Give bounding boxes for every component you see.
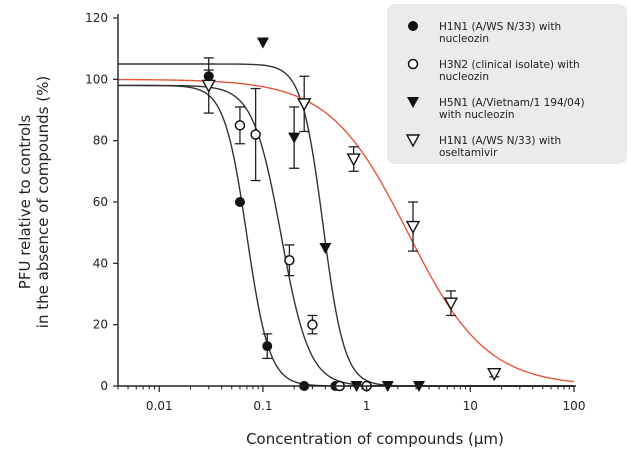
y-axis-title-line: PFU relative to controls bbox=[16, 115, 34, 290]
fit-curve bbox=[117, 78, 575, 383]
x-tick-label: 0.01 bbox=[146, 399, 173, 413]
y-tick-label: 100 bbox=[85, 72, 108, 86]
x-tick-label: 100 bbox=[563, 399, 586, 413]
y-tick-label: 40 bbox=[93, 256, 108, 270]
legend-label: H3N2 (clinical isolate) with bbox=[439, 59, 580, 71]
data-point bbox=[405, 134, 421, 148]
legend-label: H1N1 (A/WS N/33) with bbox=[439, 135, 561, 147]
legend-label: nucleozin bbox=[439, 33, 489, 45]
data-point bbox=[234, 120, 246, 131]
legend-label: H5N1 (A/Vietnam/1 194/04) bbox=[439, 97, 585, 109]
legend-label: H1N1 (A/WS N/33) with bbox=[439, 21, 561, 33]
legend-box bbox=[387, 4, 627, 164]
data-point bbox=[234, 197, 245, 207]
data-point bbox=[288, 132, 301, 144]
data-point bbox=[284, 255, 295, 266]
data-point bbox=[256, 37, 269, 49]
data-point bbox=[407, 97, 419, 108]
y-tick-label: 20 bbox=[93, 318, 108, 332]
data-point bbox=[319, 243, 332, 254]
data-point bbox=[250, 129, 261, 140]
x-axis-title: Concentration of compounds (µm) bbox=[246, 430, 504, 448]
legend-label: nucleozin bbox=[439, 71, 489, 83]
data-point bbox=[203, 71, 214, 82]
x-tick-label: 10 bbox=[463, 399, 478, 413]
data-point bbox=[201, 79, 216, 93]
axes: 0 20 40 60 80 100 120 0.01 0.1 1 10 100 bbox=[85, 11, 585, 413]
data-point bbox=[346, 153, 361, 167]
data-point bbox=[262, 341, 273, 352]
y-tick-label: 0 bbox=[100, 379, 108, 393]
y-axis-title: PFU relative to controls in the absence o… bbox=[16, 76, 52, 328]
data-point bbox=[297, 98, 312, 112]
data-point bbox=[307, 319, 318, 330]
y-tick-label: 80 bbox=[93, 134, 108, 148]
legend-label: with nucleozin bbox=[439, 109, 515, 121]
legend-label: oseltamivir bbox=[439, 147, 498, 159]
x-tick-label: 1 bbox=[363, 399, 371, 413]
y-tick-label: 60 bbox=[93, 195, 108, 209]
data-point bbox=[405, 220, 421, 234]
data-point bbox=[408, 21, 418, 31]
data-point bbox=[443, 297, 459, 311]
y-tick-label: 120 bbox=[85, 11, 108, 25]
y-axis-title-line: in the absence of compounds (%) bbox=[34, 76, 52, 328]
x-tick-label: 0.1 bbox=[253, 399, 272, 413]
data-point bbox=[487, 368, 502, 382]
data-point bbox=[407, 58, 419, 70]
